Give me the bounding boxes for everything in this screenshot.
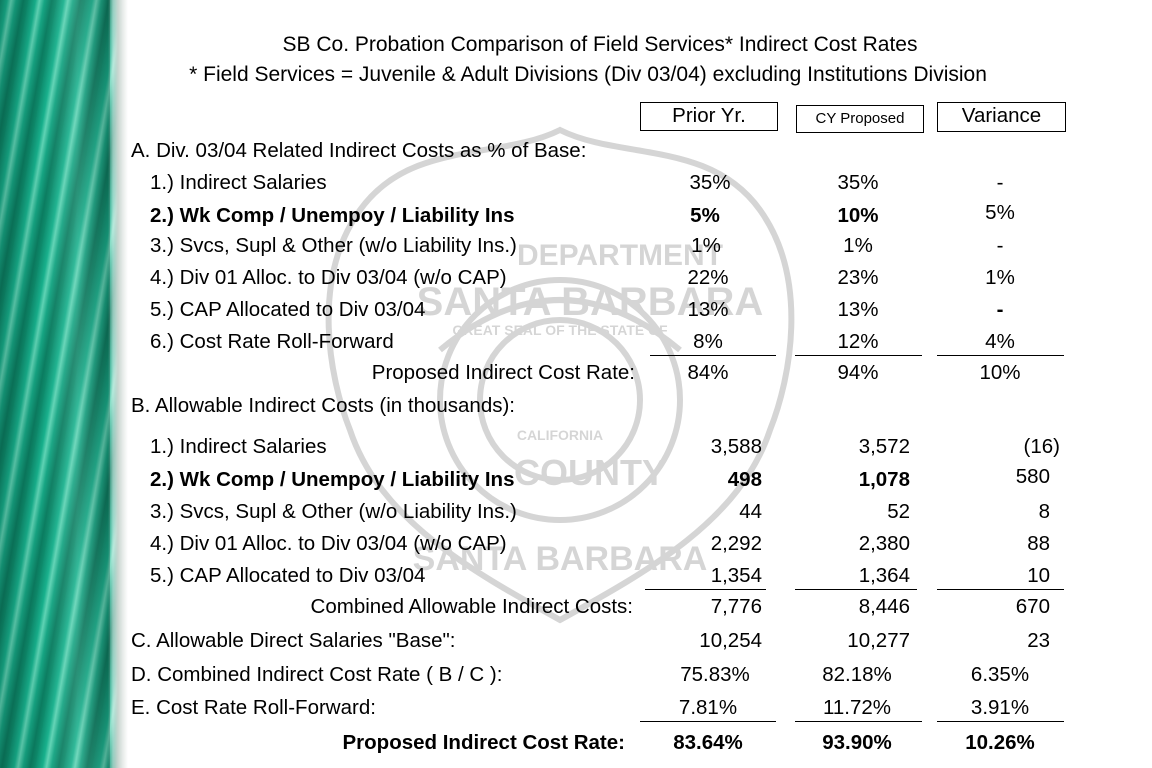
b-row-4-proposed: 2,380 — [858, 532, 910, 555]
c-prior: 10,254 — [699, 629, 762, 652]
b-row-2-prior: 498 — [727, 468, 762, 491]
d-variance: 6.35% — [970, 663, 1030, 686]
final-prior: 83.64% — [673, 731, 743, 754]
a-row-2-variance: 5% — [985, 201, 1015, 224]
b-row-4-prior: 2,292 — [710, 532, 762, 555]
b-total-prior: 7,776 — [710, 595, 762, 618]
b-total-label: Combined Allowable Indirect Costs: — [310, 595, 633, 618]
d-proposed: 82.18% — [822, 663, 892, 686]
a-row-2-prior: 5% — [690, 204, 720, 227]
b-row-3-variance: 8 — [1038, 500, 1050, 523]
a-row-6-proposed: 12% — [837, 330, 879, 353]
c-proposed: 10,277 — [847, 629, 910, 652]
a-subtotal-rule-prior — [650, 355, 776, 356]
final-proposed: 93.90% — [822, 731, 892, 754]
a-row-3-label: 3.) Svcs, Supl & Other (w/o Liability In… — [150, 234, 517, 257]
d-prior: 75.83% — [680, 663, 750, 686]
b-row-1-prior: 3,588 — [710, 435, 762, 458]
seal-name: SANTA BARBARA — [417, 280, 764, 324]
a-total-label: Proposed Indirect Cost Rate: — [371, 361, 635, 384]
a-row-5-prior: 13% — [687, 298, 729, 321]
a-row-5-proposed: 13% — [837, 298, 879, 321]
a-subtotal-rule-variance — [937, 355, 1064, 356]
seal-ring-top: DEPARTMENT — [517, 239, 723, 272]
final-variance: 10.26% — [965, 731, 1035, 754]
column-header-variance: Variance — [937, 102, 1066, 132]
final-rule-prior — [640, 721, 776, 722]
stripe-shading — [0, 0, 110, 768]
section-b-heading: B. Allowable Indirect Costs (in thousand… — [131, 394, 515, 417]
a-total-prior: 84% — [687, 361, 729, 384]
b-row-5-proposed: 1,364 — [858, 564, 910, 587]
a-row-3-prior: 1% — [691, 234, 721, 257]
b-row-4-label: 4.) Div 01 Alloc. to Div 03/04 (w/o CAP) — [150, 532, 507, 555]
decorative-stripe — [0, 0, 128, 768]
column-header-prior: Prior Yr. — [640, 102, 778, 131]
a-row-3-variance: - — [996, 234, 1004, 257]
b-total-variance: 670 — [1015, 595, 1050, 618]
a-row-6-prior: 8% — [693, 330, 723, 353]
e-prior: 7.81% — [678, 696, 738, 719]
section-c-label: C. Allowable Direct Salaries "Base": — [131, 629, 456, 652]
a-row-1-prior: 35% — [689, 171, 731, 194]
a-row-4-prior: 22% — [687, 266, 729, 289]
b-subtotal-rule-prior — [645, 589, 766, 590]
b-subtotal-rule-proposed — [795, 589, 917, 590]
a-row-2-proposed: 10% — [837, 204, 879, 227]
b-subtotal-rule-variance — [937, 589, 1064, 590]
a-row-5-label: 5.) CAP Allocated to Div 03/04 — [150, 298, 426, 321]
a-row-6-label: 6.) Cost Rate Roll-Forward — [150, 330, 394, 353]
b-row-1-variance: (16) — [1023, 435, 1060, 458]
b-row-3-prior: 44 — [739, 500, 762, 523]
b-total-proposed: 8,446 — [858, 595, 910, 618]
a-subtotal-rule-proposed — [795, 355, 922, 356]
page-subtitle: * Field Services = Juvenile & Adult Divi… — [189, 63, 987, 86]
b-row-1-label: 1.) Indirect Salaries — [150, 435, 327, 458]
seal-bottom: SANTA BARBARA — [413, 540, 708, 578]
b-row-5-variance: 10 — [1027, 564, 1050, 587]
seal-inner: GREAT SEAL OF THE STATE OF — [452, 322, 668, 338]
b-row-5-label: 5.) CAP Allocated to Div 03/04 — [150, 564, 426, 587]
final-label: Proposed Indirect Cost Rate: — [342, 731, 626, 754]
b-row-4-variance: 88 — [1027, 532, 1050, 555]
b-row-5-prior: 1,354 — [710, 564, 762, 587]
a-row-4-label: 4.) Div 01 Alloc. to Div 03/04 (w/o CAP) — [150, 266, 507, 289]
sheriff-badge-watermark: DEPARTMENT SANTA BARBARA GREAT SEAL OF T… — [325, 126, 795, 624]
a-total-proposed: 94% — [837, 361, 879, 384]
a-total-variance: 10% — [979, 361, 1021, 384]
b-row-3-label: 3.) Svcs, Supl & Other (w/o Liability In… — [150, 500, 517, 523]
a-row-1-proposed: 35% — [837, 171, 879, 194]
column-header-proposed: CY Proposed — [796, 105, 924, 133]
final-rule-variance — [937, 721, 1064, 722]
e-proposed: 11.72% — [822, 696, 891, 719]
b-row-3-proposed: 52 — [887, 500, 910, 523]
section-e-label: E. Cost Rate Roll-Forward: — [131, 696, 376, 719]
section-d-label: D. Combined Indirect Cost Rate ( B / C )… — [131, 663, 503, 686]
b-row-2-label: 2.) Wk Comp / Unempoy / Liability Ins — [150, 468, 515, 491]
page-title: SB Co. Probation Comparison of Field Ser… — [282, 33, 918, 56]
a-row-5-variance: - — [996, 298, 1004, 321]
a-row-2-label: 2.) Wk Comp / Unempoy / Liability Ins — [150, 204, 515, 227]
c-variance: 23 — [1027, 629, 1050, 652]
a-row-6-variance: 4% — [985, 330, 1015, 353]
seal-state: CALIFORNIA — [517, 427, 603, 443]
seal-county: COUNTY — [514, 452, 666, 493]
b-row-1-proposed: 3,572 — [858, 435, 910, 458]
a-row-3-proposed: 1% — [843, 234, 873, 257]
b-row-2-proposed: 1,078 — [858, 468, 910, 491]
section-a-heading: A. Div. 03/04 Related Indirect Costs as … — [131, 139, 587, 162]
a-row-1-label: 1.) Indirect Salaries — [150, 171, 327, 194]
e-variance: 3.91% — [970, 696, 1030, 719]
a-row-4-proposed: 23% — [837, 266, 879, 289]
final-rule-proposed — [795, 721, 922, 722]
b-row-2-variance: 580 — [1015, 465, 1050, 488]
a-row-4-variance: 1% — [985, 266, 1015, 289]
a-row-1-variance: - — [996, 171, 1004, 194]
